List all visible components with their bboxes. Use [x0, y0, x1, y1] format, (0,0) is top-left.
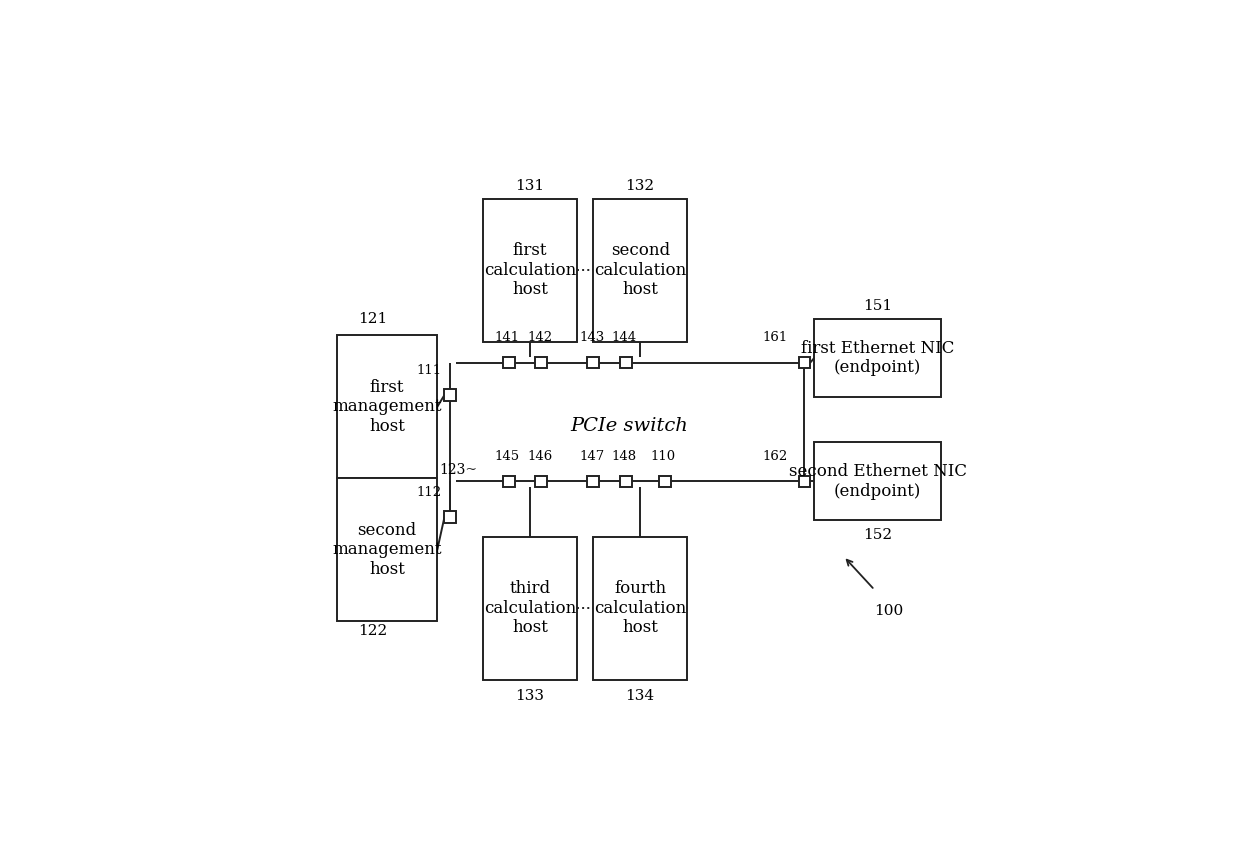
- Bar: [482, 537, 577, 679]
- Bar: [620, 357, 631, 368]
- Bar: [799, 476, 810, 487]
- Text: 121: 121: [357, 312, 387, 326]
- Text: 122: 122: [357, 624, 387, 638]
- Bar: [336, 479, 438, 621]
- Bar: [503, 476, 515, 487]
- Text: 151: 151: [863, 299, 892, 313]
- Text: 134: 134: [625, 689, 655, 703]
- Text: first Ethernet NIC
(endpoint): first Ethernet NIC (endpoint): [801, 339, 955, 376]
- Text: 146: 146: [527, 450, 553, 463]
- Text: 161: 161: [763, 332, 787, 344]
- Bar: [503, 357, 515, 368]
- Bar: [336, 335, 438, 479]
- Text: 141: 141: [495, 332, 520, 344]
- Text: 111: 111: [417, 364, 441, 376]
- Text: 144: 144: [611, 332, 637, 344]
- Text: 110: 110: [651, 450, 676, 463]
- Bar: [593, 537, 687, 679]
- Bar: [444, 511, 456, 523]
- Text: 152: 152: [863, 528, 892, 542]
- Text: 133: 133: [515, 689, 544, 703]
- Text: 100: 100: [874, 604, 904, 619]
- Bar: [620, 476, 631, 487]
- Bar: [588, 357, 599, 368]
- Text: 145: 145: [495, 450, 520, 463]
- Text: PCIe switch: PCIe switch: [570, 417, 688, 436]
- Text: second
calculation
host: second calculation host: [594, 242, 687, 298]
- Bar: [536, 357, 547, 368]
- Text: 143: 143: [579, 332, 605, 344]
- Text: second
management
host: second management host: [332, 522, 441, 578]
- Bar: [588, 476, 599, 487]
- Text: 147: 147: [579, 450, 605, 463]
- Bar: [536, 476, 547, 487]
- Text: 123~: 123~: [439, 463, 477, 477]
- Bar: [444, 389, 456, 401]
- Text: fourth
calculation
host: fourth calculation host: [594, 580, 687, 636]
- Bar: [815, 442, 941, 521]
- Text: 112: 112: [417, 486, 441, 499]
- Bar: [658, 476, 671, 487]
- Text: 142: 142: [527, 332, 553, 344]
- Text: 131: 131: [515, 179, 544, 192]
- Bar: [482, 199, 577, 342]
- Text: 162: 162: [763, 450, 787, 463]
- Text: third
calculation
host: third calculation host: [484, 580, 577, 636]
- Text: first
calculation
host: first calculation host: [484, 242, 577, 298]
- Bar: [799, 357, 810, 368]
- Bar: [593, 199, 687, 342]
- Text: 148: 148: [611, 450, 637, 463]
- Text: second Ethernet NIC
(endpoint): second Ethernet NIC (endpoint): [789, 463, 967, 500]
- Text: first
management
host: first management host: [332, 379, 441, 435]
- Bar: [815, 319, 941, 397]
- Text: 132: 132: [625, 179, 655, 192]
